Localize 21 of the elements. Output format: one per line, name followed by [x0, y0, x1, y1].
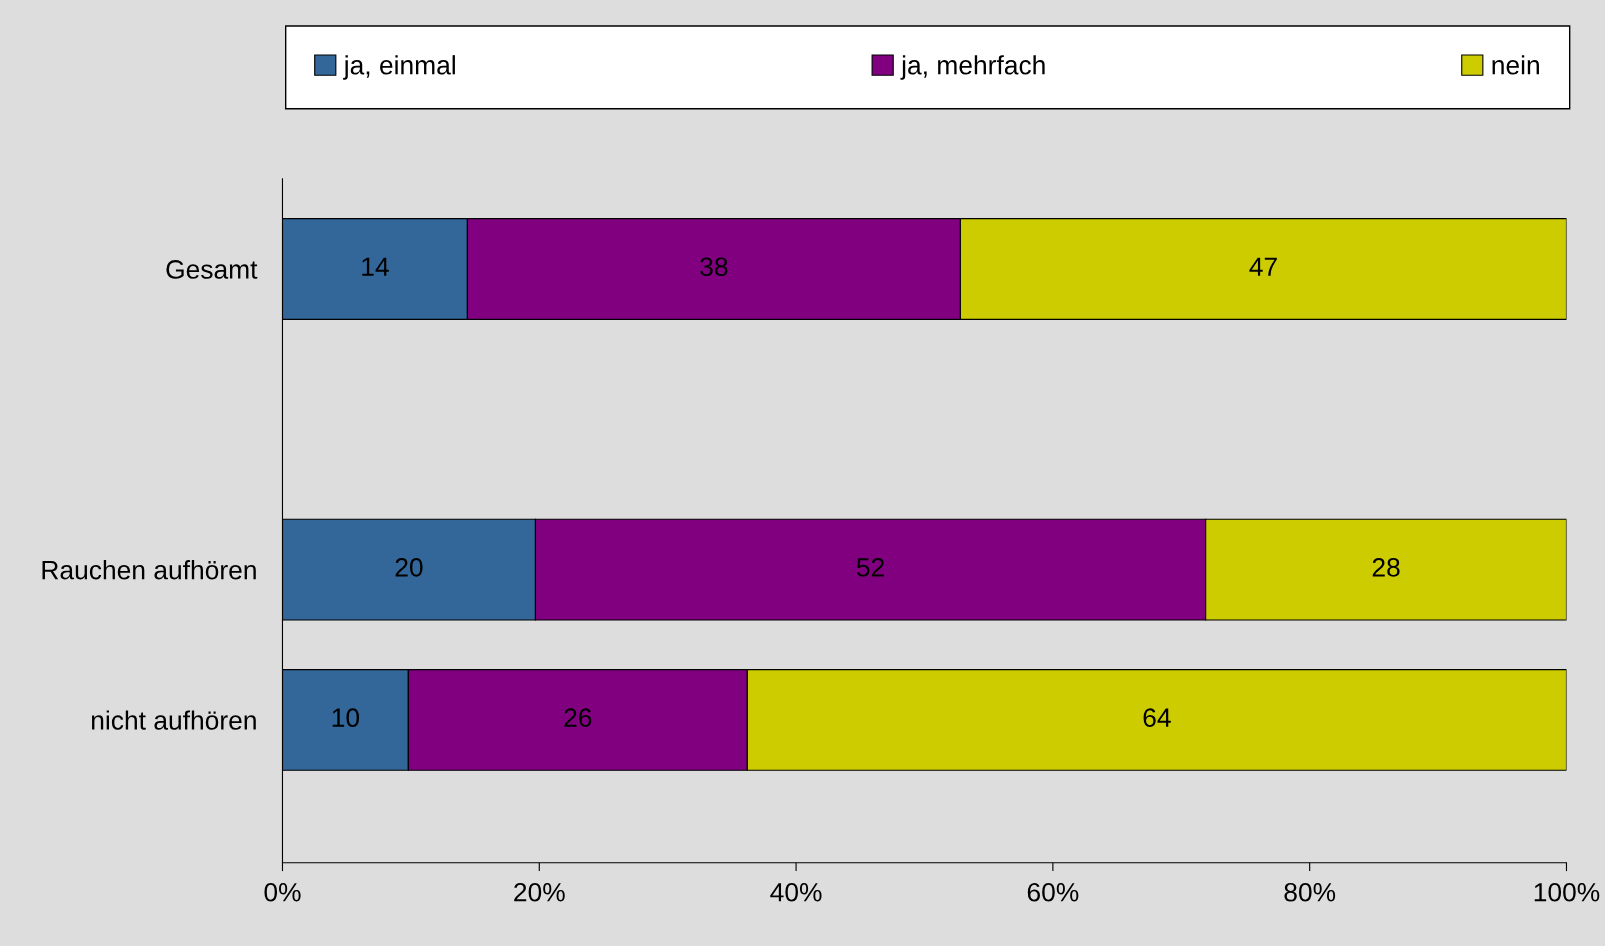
x-tick-label: 100% — [1534, 882, 1600, 902]
x-tick-label: 80% — [1284, 882, 1336, 902]
data-label: 47 — [1249, 257, 1277, 276]
data-label: 28 — [1372, 558, 1400, 577]
legend-label: nein — [1492, 55, 1539, 75]
y-tick-label: Gesamt — [166, 260, 258, 279]
x-tick-label: 40% — [770, 882, 822, 902]
legend-label: ja, mehrfach — [900, 55, 1045, 80]
data-label: 26 — [564, 708, 592, 728]
data-label: 14 — [362, 257, 389, 276]
data-label: 64 — [1143, 708, 1171, 728]
x-tick-label: 20% — [514, 882, 565, 902]
y-tick-label: nicht aufhören — [92, 710, 256, 730]
data-label: 10 — [332, 708, 360, 728]
y-tick-label: Rauchen aufhören — [42, 560, 256, 580]
x-tick-label: 60% — [1027, 882, 1079, 902]
data-label: 20 — [395, 558, 423, 577]
data-label: 52 — [856, 558, 884, 577]
legend-label: ja, einmal — [343, 55, 455, 80]
x-tick-label: 0% — [264, 882, 301, 902]
data-label: 38 — [700, 257, 728, 277]
